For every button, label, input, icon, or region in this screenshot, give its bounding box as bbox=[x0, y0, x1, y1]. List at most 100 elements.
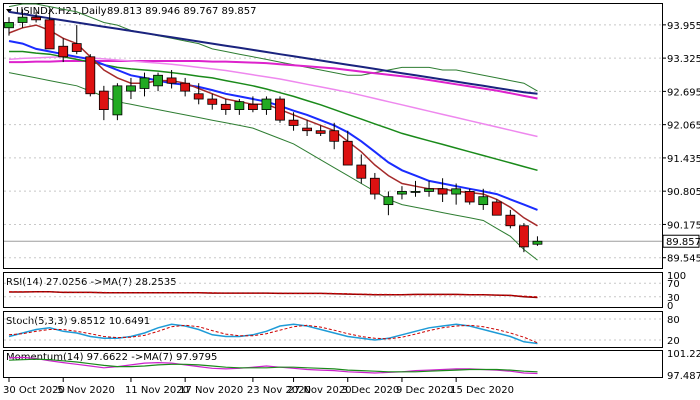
ma-blue-line bbox=[8, 40, 538, 211]
candle bbox=[261, 96, 272, 115]
candle bbox=[193, 83, 204, 105]
rsi-tick-label: 30 bbox=[667, 293, 680, 304]
stoch-tick-label: 20 bbox=[667, 336, 680, 347]
price-tick-label: 92.695 bbox=[667, 87, 700, 98]
candle bbox=[397, 186, 407, 200]
candle bbox=[519, 223, 529, 253]
candle-body bbox=[505, 214, 516, 227]
candle-body bbox=[451, 188, 462, 195]
candle-body bbox=[383, 196, 394, 206]
candle bbox=[356, 154, 367, 184]
collapse-triangle-icon[interactable] bbox=[6, 9, 12, 13]
rsi-pane-border bbox=[3, 272, 663, 308]
price-tick-label: 90.175 bbox=[667, 220, 700, 231]
price-tick-label: 89.545 bbox=[667, 254, 700, 265]
time-tick-label: 9 Dec 2020 bbox=[396, 385, 454, 396]
momentum-label: Momentum(14) 97.6622 ->MA(7) 97.9795 bbox=[6, 352, 217, 363]
candle-body bbox=[397, 191, 407, 195]
main-pane-border bbox=[3, 3, 663, 269]
band-lower-line bbox=[8, 72, 538, 261]
candle bbox=[85, 54, 96, 97]
candle bbox=[288, 112, 299, 131]
candle-body bbox=[369, 177, 380, 195]
time-tick-label: 11 Nov 2020 bbox=[125, 385, 189, 396]
candle bbox=[451, 183, 462, 205]
candle bbox=[98, 85, 109, 121]
candle-body bbox=[44, 19, 55, 50]
candle-body bbox=[220, 103, 231, 110]
grid-layer bbox=[4, 24, 662, 341]
stoch-main-line bbox=[8, 323, 538, 345]
price-tick-label: 93.325 bbox=[667, 54, 700, 65]
symbol-title: USINDX.H21,Daily bbox=[16, 6, 107, 17]
price-tick-label: 90.805 bbox=[667, 187, 700, 198]
candle bbox=[329, 122, 340, 150]
candle bbox=[437, 178, 448, 202]
candle bbox=[532, 236, 543, 246]
candle bbox=[424, 180, 434, 197]
candle-body bbox=[437, 188, 448, 195]
ohlc-values: 89.813 89.946 89.767 89.857 bbox=[107, 6, 257, 17]
ma-navy-line bbox=[8, 10, 538, 95]
candle bbox=[207, 93, 218, 110]
candle-body bbox=[180, 82, 191, 92]
price-tick-label: 92.065 bbox=[667, 121, 700, 132]
momentum-ma-line bbox=[8, 358, 538, 373]
indicator-lines bbox=[8, 290, 538, 375]
candle-body bbox=[478, 196, 489, 206]
candlesticks bbox=[4, 9, 543, 253]
momentum-line bbox=[8, 356, 538, 375]
candle-body bbox=[261, 98, 272, 111]
candle-body bbox=[532, 240, 543, 245]
band-upper-line bbox=[8, 3, 538, 92]
candle-body bbox=[31, 16, 42, 21]
candle bbox=[478, 188, 489, 210]
candle bbox=[166, 70, 177, 89]
candle-body bbox=[288, 119, 299, 126]
candle-body bbox=[98, 90, 109, 111]
candle bbox=[505, 209, 516, 229]
candle bbox=[17, 9, 28, 28]
candle-body bbox=[247, 103, 258, 110]
candle-body bbox=[153, 74, 163, 87]
candle bbox=[4, 17, 14, 36]
momentum-tick-label: 101.2241 bbox=[667, 349, 700, 360]
time-tick-label: 15 Dec 2020 bbox=[450, 385, 514, 396]
candle-body bbox=[464, 191, 475, 203]
candle-body bbox=[85, 56, 96, 95]
candle bbox=[342, 130, 353, 166]
candle bbox=[383, 191, 394, 216]
rsi-label: RSI(14) 27.0256 ->MA(7) 28.2535 bbox=[6, 277, 177, 288]
candle-body bbox=[302, 127, 313, 132]
candle-body bbox=[4, 22, 14, 29]
time-tick-label: 5 Nov 2020 bbox=[57, 385, 115, 396]
rsi-tick-label: 100 bbox=[667, 271, 686, 282]
rsi-line bbox=[9, 290, 538, 299]
candle bbox=[410, 180, 421, 197]
candle-body bbox=[410, 191, 421, 193]
candle-body bbox=[112, 85, 123, 116]
price-tick-label: 91.435 bbox=[667, 154, 700, 165]
stoch-label: Stoch(5,3,3) 9.8512 10.6491 bbox=[6, 316, 150, 327]
candle bbox=[58, 38, 69, 63]
candle bbox=[234, 99, 245, 115]
candle-body bbox=[315, 130, 326, 134]
candle bbox=[139, 72, 150, 97]
time-tick-label: 27 Nov 2020 bbox=[288, 385, 352, 396]
candle bbox=[369, 172, 380, 200]
candle-body bbox=[491, 201, 502, 216]
stoch-tick-label: 80 bbox=[667, 315, 680, 326]
candle-body bbox=[342, 140, 353, 166]
momentum-pane-border bbox=[3, 350, 663, 378]
last-price-box bbox=[662, 234, 700, 248]
rsi-ma-line bbox=[9, 291, 538, 298]
time-tick-label: 17 Nov 2020 bbox=[179, 385, 243, 396]
ma-violet-line bbox=[8, 56, 538, 138]
stoch-signal-line bbox=[8, 324, 538, 344]
candle-body bbox=[71, 43, 82, 52]
chart-header: USINDX.H21,Daily 89.813 89.946 89.767 89… bbox=[6, 6, 257, 17]
candle bbox=[126, 77, 136, 100]
candle bbox=[153, 72, 163, 92]
